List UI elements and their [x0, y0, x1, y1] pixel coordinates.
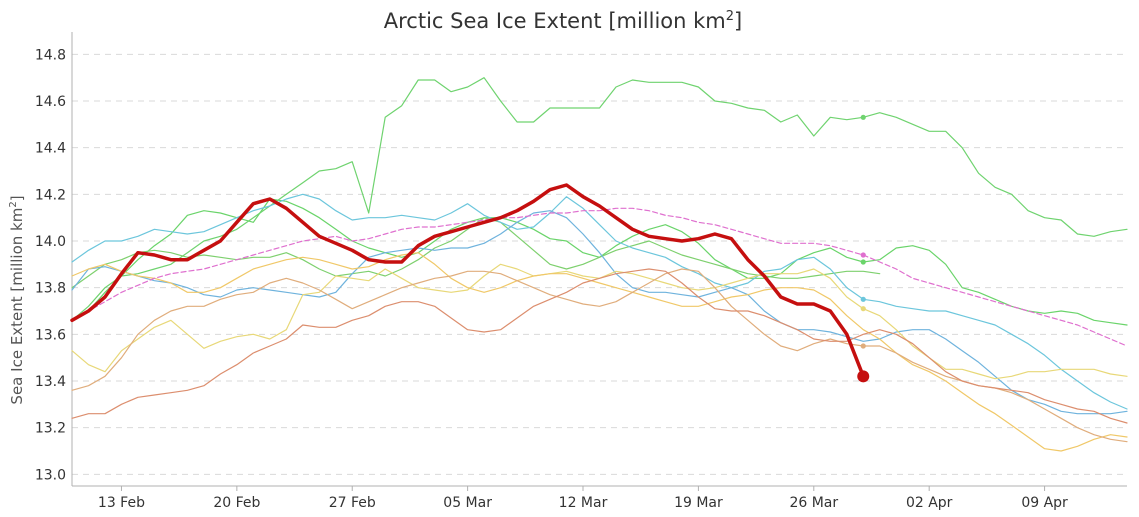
series-line-4 — [71, 210, 1128, 415]
grid-lines — [72, 53, 1127, 475]
axes: 13.0 13.2 13.4 13.6 13.8 14.0 14.2 14.4 14.6 14.8… — [35, 32, 1127, 511]
chart-title: Arctic Sea Ice Extent [million km2] — [384, 9, 743, 33]
series-end-dot-10 — [857, 370, 870, 383]
y-tick-label: 14.4 — [35, 141, 66, 157]
x-tick-label: 26 Mar — [789, 495, 838, 511]
series-end-dot-1 — [860, 259, 866, 265]
y-tick-label: 14.6 — [35, 94, 66, 110]
x-tick-label: 20 Feb — [213, 495, 260, 511]
series-lines — [70, 77, 1128, 452]
series-end-dot-9 — [860, 252, 866, 258]
x-tick-label: 09 Apr — [1021, 495, 1068, 511]
series-end-markers — [857, 114, 870, 383]
series-line-7 — [71, 268, 1128, 443]
series-line-6 — [71, 252, 1128, 452]
series-line-2 — [71, 217, 881, 289]
x-tick-label: 05 Mar — [443, 495, 492, 511]
x-tick-label: 02 Apr — [906, 495, 953, 511]
y-tick-label: 14.0 — [35, 234, 66, 250]
series-line-8 — [71, 268, 1128, 424]
y-tick-label: 13.6 — [35, 327, 66, 343]
y-tick-label: 13.0 — [35, 467, 66, 483]
series-line-3 — [71, 193, 1128, 410]
x-tick-label: 12 Mar — [559, 495, 608, 511]
series-end-dot-3 — [860, 296, 866, 302]
y-tick-label: 14.2 — [35, 187, 66, 203]
series-end-dot-7 — [860, 343, 866, 349]
series-end-dot-0 — [860, 114, 866, 120]
x-tick-label: 27 Feb — [329, 495, 376, 511]
y-tick-label: 13.2 — [35, 421, 66, 437]
y-tick-label: 13.8 — [35, 281, 66, 297]
series-line-9 — [71, 207, 1128, 347]
series-line-0 — [71, 77, 1128, 321]
y-axis-label: Sea Ice Extent [million km2] — [8, 195, 26, 404]
x-tick-label: 19 Mar — [674, 495, 723, 511]
series-end-dot-5 — [860, 306, 866, 312]
y-tick-label: 13.4 — [35, 374, 66, 390]
series-line-10 — [70, 183, 866, 379]
y-tick-label: 14.8 — [35, 47, 66, 63]
x-tick-label: 13 Feb — [98, 495, 145, 511]
